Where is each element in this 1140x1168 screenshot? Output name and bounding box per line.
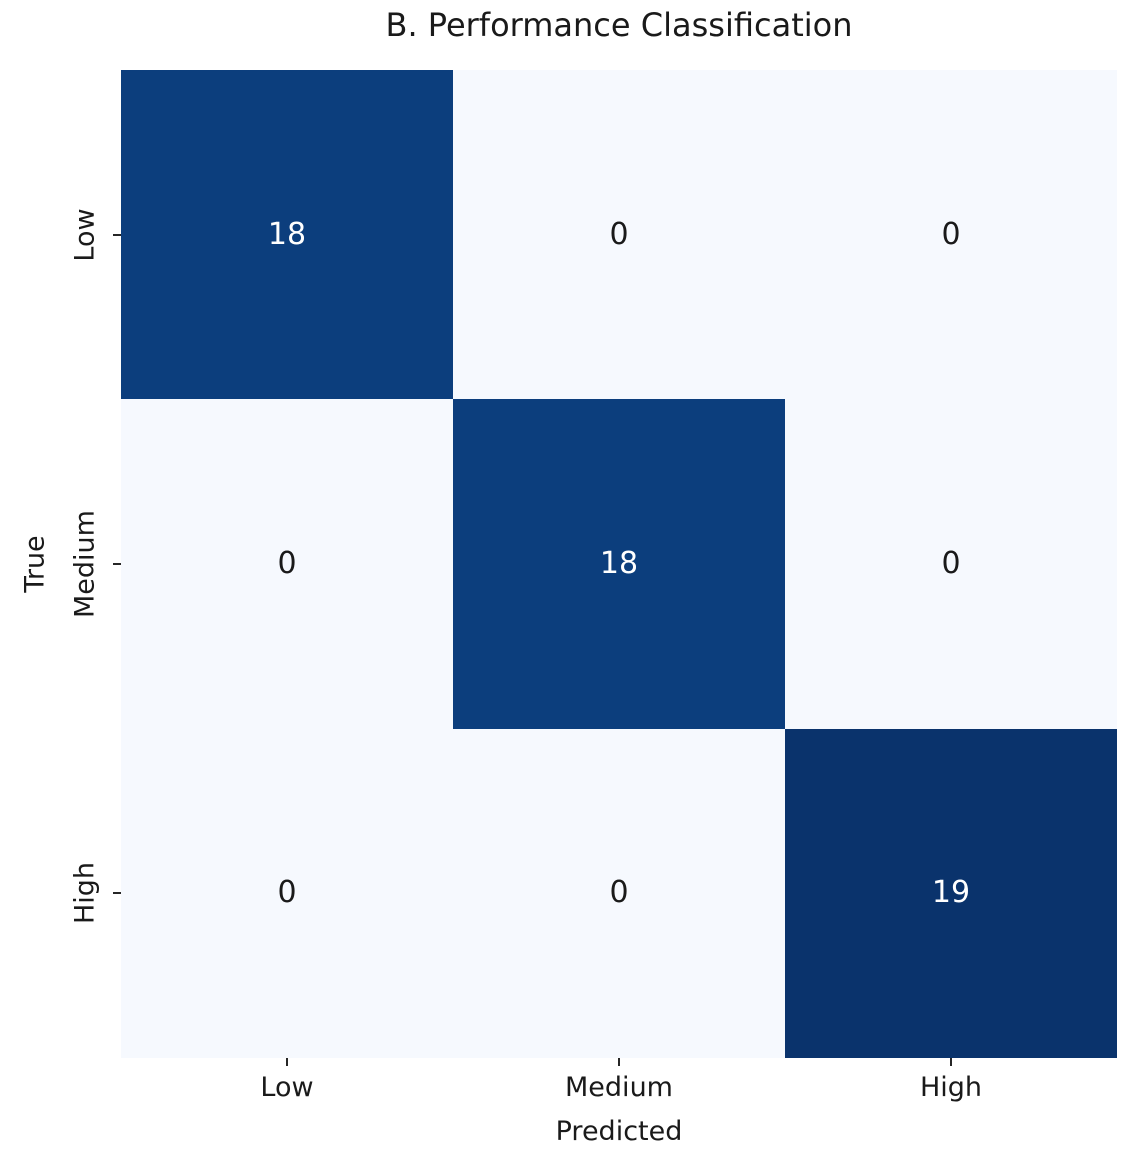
matrix-cell: 0 (785, 70, 1117, 400)
cell-value: 0 (609, 875, 629, 911)
cell-value: 19 (931, 875, 971, 911)
x-tick-mark (950, 1058, 952, 1066)
heatmap-plot-area: 18 0 0 0 18 0 0 0 19 (121, 70, 1117, 1058)
y-axis-label: True (19, 535, 51, 593)
x-tick-mark (286, 1058, 288, 1066)
cell-value: 0 (277, 545, 297, 581)
chart-title: B. Performance Classification (385, 6, 853, 44)
y-tick-mark (113, 233, 121, 236)
matrix-cell: 0 (121, 399, 453, 729)
cell-value: 0 (941, 216, 961, 252)
x-tick-label: Medium (565, 1072, 673, 1103)
matrix-cell: 18 (453, 399, 785, 729)
cell-value: 18 (267, 216, 307, 252)
y-tick-label: High (69, 862, 101, 925)
y-tick-mark (113, 563, 121, 565)
x-axis-label: Predicted (555, 1116, 683, 1147)
matrix-cell: 0 (453, 70, 785, 400)
cell-value: 0 (941, 545, 961, 581)
cell-value: 0 (277, 875, 297, 911)
y-tick-label: Medium (69, 510, 101, 618)
matrix-cell: 0 (785, 399, 1117, 729)
y-tick-label: Low (69, 208, 101, 262)
matrix-cell: 18 (121, 70, 453, 400)
matrix-cell: 0 (121, 728, 453, 1058)
matrix-cell: 19 (785, 728, 1117, 1058)
cell-value: 0 (609, 216, 629, 252)
x-tick-mark (618, 1058, 620, 1066)
cell-value: 18 (599, 545, 639, 581)
x-tick-label: Low (260, 1072, 314, 1103)
y-tick-mark (113, 892, 121, 895)
x-tick-label: High (919, 1072, 983, 1103)
matrix-cell: 0 (453, 728, 785, 1058)
